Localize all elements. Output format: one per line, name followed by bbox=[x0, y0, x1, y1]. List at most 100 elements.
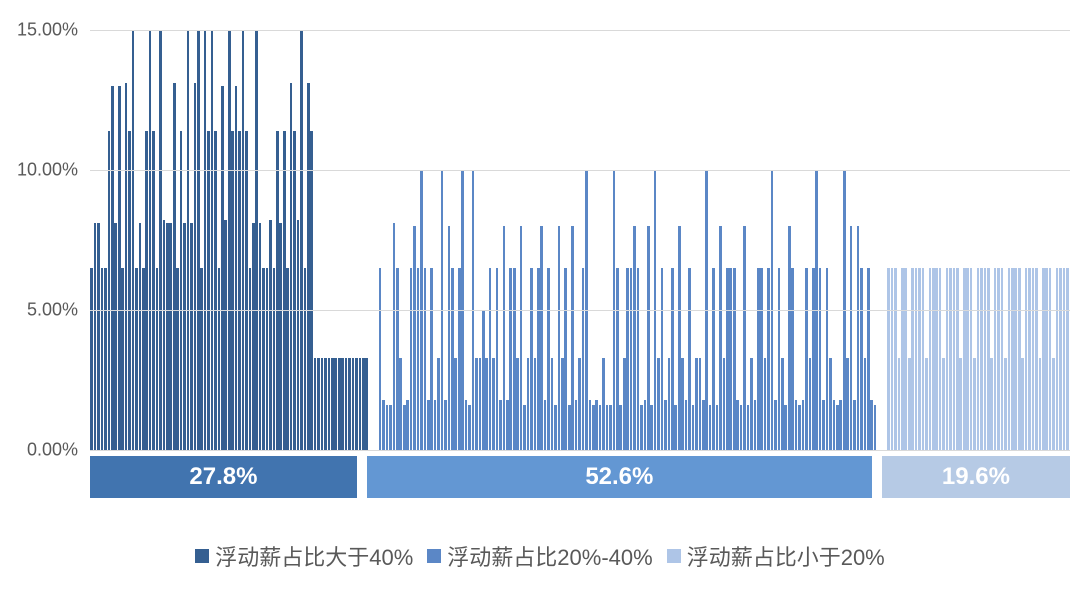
bar bbox=[791, 268, 794, 450]
bar bbox=[692, 405, 695, 450]
bar bbox=[833, 400, 836, 450]
bar bbox=[266, 268, 269, 450]
bar bbox=[939, 268, 942, 450]
bar bbox=[534, 358, 537, 450]
bar bbox=[826, 268, 829, 450]
bar bbox=[547, 268, 550, 450]
bar bbox=[235, 86, 238, 450]
bar bbox=[733, 268, 736, 450]
bar bbox=[513, 268, 516, 450]
bar bbox=[355, 358, 358, 450]
bar bbox=[128, 131, 131, 450]
bar bbox=[812, 268, 815, 450]
bar bbox=[918, 268, 921, 450]
bar bbox=[894, 268, 897, 450]
bar bbox=[207, 131, 210, 450]
bar bbox=[359, 358, 362, 450]
bar bbox=[592, 405, 595, 450]
bar bbox=[1042, 268, 1045, 450]
bar bbox=[564, 268, 567, 450]
bar bbox=[252, 223, 255, 450]
bar bbox=[757, 268, 760, 450]
bar bbox=[352, 358, 355, 450]
bar bbox=[595, 400, 598, 450]
bar bbox=[540, 226, 543, 450]
bar bbox=[874, 405, 877, 450]
bar bbox=[314, 358, 317, 450]
bar bbox=[1066, 268, 1069, 450]
bar bbox=[980, 268, 983, 450]
bar bbox=[747, 405, 750, 450]
bar bbox=[966, 268, 969, 450]
bar bbox=[853, 400, 856, 450]
bar bbox=[437, 358, 440, 450]
bar bbox=[204, 30, 207, 450]
bar bbox=[1045, 268, 1048, 450]
gridline bbox=[90, 450, 1070, 451]
bar bbox=[396, 268, 399, 450]
bar bbox=[681, 358, 684, 450]
bar bbox=[647, 226, 650, 450]
bar bbox=[956, 268, 959, 450]
bar bbox=[527, 358, 530, 450]
legend-item-btw2040: 浮动薪占比20%-40% bbox=[427, 540, 652, 572]
section-gap bbox=[357, 456, 367, 498]
bar bbox=[743, 226, 746, 450]
bars-container bbox=[90, 30, 1070, 450]
bar bbox=[458, 268, 461, 450]
bar bbox=[424, 268, 427, 450]
bar bbox=[977, 268, 980, 450]
bar bbox=[637, 268, 640, 450]
bar bbox=[740, 405, 743, 450]
bar bbox=[331, 358, 334, 450]
bar bbox=[121, 268, 124, 450]
bar bbox=[166, 223, 169, 450]
bar bbox=[451, 268, 454, 450]
bar bbox=[1008, 268, 1011, 450]
bar bbox=[736, 400, 739, 450]
bar bbox=[767, 268, 770, 450]
bar bbox=[836, 405, 839, 450]
bar bbox=[173, 83, 176, 450]
legend-item-lt20: 浮动薪占比小于20% bbox=[667, 540, 885, 572]
bar bbox=[561, 358, 564, 450]
bar bbox=[345, 358, 348, 450]
bar bbox=[829, 358, 832, 450]
bar bbox=[1004, 358, 1007, 450]
bar bbox=[760, 268, 763, 450]
bar bbox=[145, 131, 148, 450]
gridline bbox=[90, 30, 1070, 31]
bar bbox=[97, 223, 100, 450]
bar bbox=[90, 268, 93, 450]
bar bbox=[348, 358, 351, 450]
bar bbox=[334, 358, 337, 450]
bar bbox=[262, 268, 265, 450]
bar bbox=[114, 223, 117, 450]
bar bbox=[1025, 268, 1028, 450]
bar bbox=[434, 400, 437, 450]
bar bbox=[802, 400, 805, 450]
bar bbox=[619, 405, 622, 450]
bar bbox=[994, 268, 997, 450]
bar bbox=[101, 268, 104, 450]
bar bbox=[200, 268, 203, 450]
bar bbox=[685, 400, 688, 450]
bar bbox=[139, 223, 142, 450]
bar bbox=[427, 400, 430, 450]
bar bbox=[430, 268, 433, 450]
bar bbox=[942, 358, 945, 450]
bar bbox=[454, 358, 457, 450]
bar bbox=[503, 226, 506, 450]
bar bbox=[712, 268, 715, 450]
bar bbox=[413, 226, 416, 450]
bar bbox=[1056, 268, 1059, 450]
bar bbox=[774, 400, 777, 450]
bar bbox=[922, 268, 925, 450]
bar bbox=[194, 83, 197, 450]
bar bbox=[1018, 268, 1021, 450]
bar bbox=[108, 131, 111, 450]
bar bbox=[850, 226, 853, 450]
bar bbox=[623, 358, 626, 450]
bar bbox=[475, 358, 478, 450]
bar bbox=[142, 268, 145, 450]
